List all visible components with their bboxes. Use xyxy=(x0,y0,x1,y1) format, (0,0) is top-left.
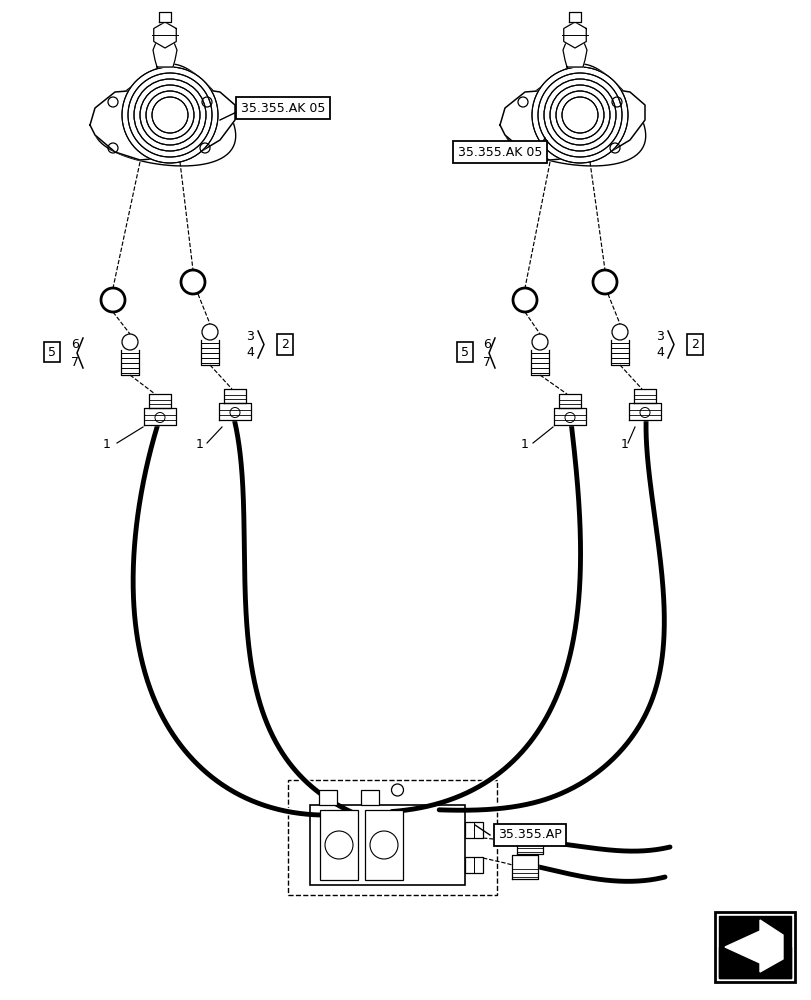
Bar xyxy=(365,810,402,880)
Polygon shape xyxy=(224,389,246,403)
Text: 4: 4 xyxy=(246,346,254,359)
Polygon shape xyxy=(563,22,586,48)
Polygon shape xyxy=(553,408,586,425)
Text: 1: 1 xyxy=(195,438,204,452)
Bar xyxy=(465,822,483,838)
Polygon shape xyxy=(159,12,171,22)
Text: 2: 2 xyxy=(690,338,698,351)
Bar xyxy=(714,912,794,982)
Polygon shape xyxy=(500,88,644,160)
Text: 35.355.AP: 35.355.AP xyxy=(497,828,561,841)
Polygon shape xyxy=(629,403,660,420)
Circle shape xyxy=(531,334,547,350)
Polygon shape xyxy=(718,947,790,978)
Text: 6: 6 xyxy=(483,338,491,352)
Text: 35.355.AK 05: 35.355.AK 05 xyxy=(241,102,324,115)
Text: 6: 6 xyxy=(71,338,79,352)
Text: 7: 7 xyxy=(71,356,79,368)
Polygon shape xyxy=(558,394,581,408)
Polygon shape xyxy=(152,40,177,67)
Bar xyxy=(288,780,496,895)
Polygon shape xyxy=(512,855,537,879)
Circle shape xyxy=(122,67,217,163)
Circle shape xyxy=(611,324,627,340)
Polygon shape xyxy=(148,394,171,408)
Polygon shape xyxy=(517,830,542,854)
Polygon shape xyxy=(633,389,655,403)
Text: 35.355.AK 05: 35.355.AK 05 xyxy=(457,146,542,159)
Text: 4: 4 xyxy=(655,346,663,359)
Text: 5: 5 xyxy=(48,346,56,359)
Polygon shape xyxy=(90,88,234,160)
Polygon shape xyxy=(219,403,251,420)
Text: 1: 1 xyxy=(103,438,111,452)
Text: 3: 3 xyxy=(246,330,254,344)
Polygon shape xyxy=(201,340,219,365)
Polygon shape xyxy=(94,64,235,166)
Polygon shape xyxy=(562,40,586,67)
Circle shape xyxy=(531,67,627,163)
Text: 5: 5 xyxy=(461,346,469,359)
Text: 1: 1 xyxy=(620,438,629,452)
Bar xyxy=(320,810,358,880)
Polygon shape xyxy=(610,340,629,365)
Circle shape xyxy=(202,324,217,340)
Bar xyxy=(319,790,337,805)
Polygon shape xyxy=(718,916,790,978)
Polygon shape xyxy=(569,12,581,22)
Text: 7: 7 xyxy=(483,356,491,368)
Text: 1: 1 xyxy=(521,438,528,452)
Text: 2: 2 xyxy=(281,338,289,351)
Polygon shape xyxy=(90,95,240,160)
Bar xyxy=(310,805,465,885)
Polygon shape xyxy=(153,22,176,48)
Bar xyxy=(361,790,379,805)
Text: 3: 3 xyxy=(655,330,663,344)
Polygon shape xyxy=(121,350,139,375)
Polygon shape xyxy=(504,64,645,166)
Polygon shape xyxy=(144,408,176,425)
Bar xyxy=(465,857,483,873)
Polygon shape xyxy=(500,95,649,160)
Polygon shape xyxy=(724,920,782,972)
Polygon shape xyxy=(530,350,548,375)
Circle shape xyxy=(122,334,138,350)
